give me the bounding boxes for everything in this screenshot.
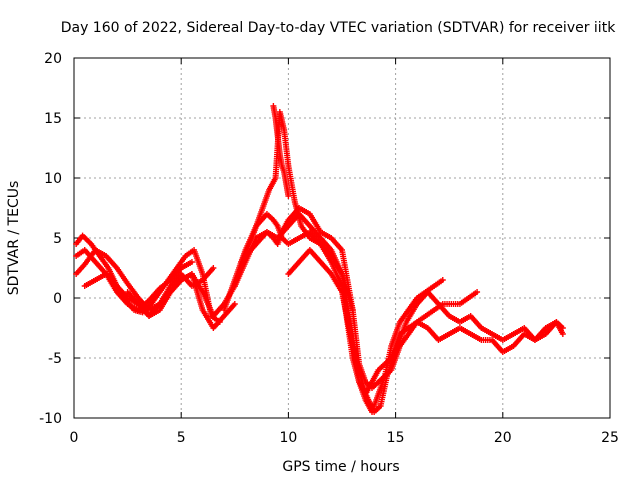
axis-ticks: 0 5 10 15 20 25 -10 -5 0 5 10 15 20 <box>39 51 619 446</box>
x-tick-label: 25 <box>601 430 619 446</box>
y-axis-label: SDTVAR / TECUs <box>6 181 22 296</box>
x-axis-label: GPS time / hours <box>282 459 399 475</box>
data-point <box>439 277 446 283</box>
data-point <box>559 331 566 337</box>
series-track-10 <box>285 247 566 415</box>
series-track-9 <box>270 103 292 199</box>
chart-title: Day 160 of 2022, Sidereal Day-to-day VTE… <box>61 20 616 36</box>
series-group <box>73 103 566 415</box>
y-tick-label: -10 <box>39 411 62 427</box>
data-point <box>285 193 292 199</box>
x-tick-label: 5 <box>177 430 186 446</box>
data-point <box>231 301 238 307</box>
data-point <box>474 289 481 295</box>
data-point <box>349 307 356 313</box>
y-tick-label: 5 <box>53 231 62 247</box>
series-track-8 <box>238 109 356 313</box>
x-tick-label: 10 <box>279 430 297 446</box>
x-tick-label: 20 <box>494 430 512 446</box>
x-tick-label: 0 <box>70 430 79 446</box>
series-track-2 <box>73 247 195 313</box>
y-tick-label: 15 <box>44 111 62 127</box>
y-tick-label: 20 <box>44 51 62 67</box>
grid <box>74 58 610 418</box>
y-tick-label: 10 <box>44 171 62 187</box>
data-point <box>210 265 217 271</box>
data-point <box>188 259 195 265</box>
x-tick-label: 15 <box>387 430 405 446</box>
y-tick-label: 0 <box>53 291 62 307</box>
y-tick-label: -5 <box>48 351 62 367</box>
